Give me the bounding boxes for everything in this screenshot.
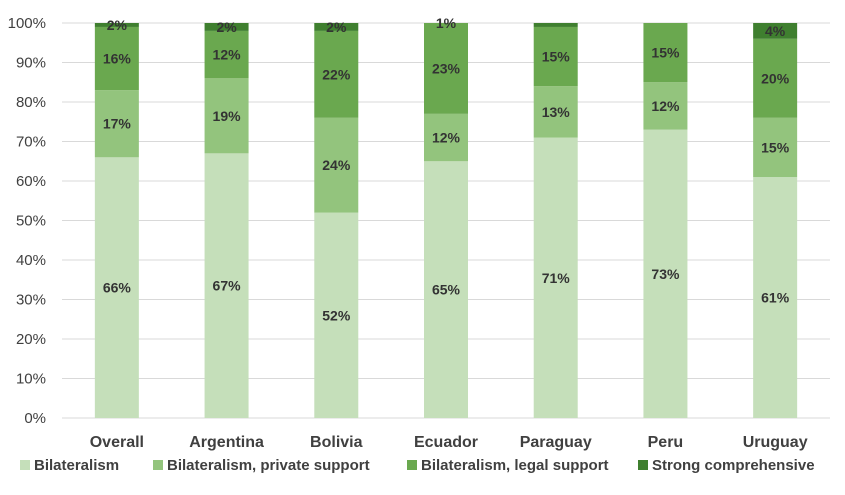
bar-segment [643,82,688,130]
bar-segment [94,23,139,27]
data-label: 67% [213,278,242,294]
legend-swatch [407,460,417,470]
legend-swatch [153,460,163,470]
data-label: 13% [542,104,571,120]
y-tick-label: 80% [16,94,46,111]
bar-segment [314,117,359,213]
data-label: 71% [542,270,571,286]
data-label: 52% [322,307,351,323]
data-label: 20% [761,70,790,86]
bar-segment [753,177,798,418]
x-tick-label: Overall [90,434,144,451]
legend-label: Bilateralism [34,457,119,474]
data-label: 61% [761,290,790,306]
legend-item: Bilateralism, legal support [407,457,609,474]
data-label: 24% [322,157,351,173]
bar-segment [424,23,468,114]
data-label: 22% [322,66,351,82]
bar-segment [424,161,468,418]
y-tick-label: 10% [16,371,46,388]
y-tick-label: 0% [24,410,46,427]
data-label: 2% [326,19,347,35]
data-label: 23% [432,60,461,76]
x-tick-label: Ecuador [414,434,478,451]
data-label: 15% [651,45,680,61]
bar-segment [204,30,249,79]
bar-segment [204,78,249,154]
legend-label: Bilateralism, private support [167,457,370,474]
data-label: 15% [542,49,571,65]
data-label: 12% [432,130,461,146]
bar-segment [533,137,578,419]
x-tick-label: Paraguay [520,434,592,451]
bar-segment [204,23,249,31]
bar-stack: 73% 12% 15% [643,23,688,418]
bar-segment [533,23,578,27]
bar-segment [204,153,249,418]
legend-label: Bilateralism, legal support [421,457,609,474]
bar-segment [533,86,578,138]
data-label: 66% [103,280,132,296]
x-tick-label: Peru [648,434,684,451]
legend-item: Strong comprehensive [638,457,815,474]
bar-stack: 71% 13% 15% [533,23,578,419]
legend-label: Strong comprehensive [652,457,815,474]
bar-segment [314,212,359,418]
legend-item: Bilateralism, private support [153,457,370,474]
bar-segment [643,129,688,418]
bar-segment [314,23,359,31]
x-tick-label: Argentina [189,434,264,451]
y-tick-label: 70% [16,134,46,151]
bar-segment [314,30,359,118]
bar-stack: 61% 15% 20% 4% [753,23,798,418]
y-tick-label: 20% [16,331,46,348]
bar-stack: 65% 12% 23% 1% [424,15,468,418]
bar-segment [753,23,798,39]
legend-swatch [638,460,648,470]
bar-segment [753,117,798,178]
data-label: 65% [432,282,461,298]
bar-segment [94,26,139,91]
data-label: 12% [213,47,242,63]
bar-stack: 52% 24% 22% 2% [314,19,359,418]
bar-segment [753,38,798,118]
data-label: 17% [103,116,132,132]
data-label: 1% [436,15,457,31]
legend: Bilateralism Bilateralism, private suppor… [20,457,815,474]
data-label: 4% [765,23,786,39]
legend-item: Bilateralism [20,457,119,474]
bar-segment [643,23,688,83]
y-tick-label: 100% [8,15,46,32]
bar-segment [94,90,139,158]
data-label: 15% [761,139,790,155]
data-label: 73% [651,266,680,282]
bars: 66% 17% 16% 2% 67% 19% 12% 2% 52% 24% 22% 2% 65% 12% 2… [94,15,798,419]
data-label: 12% [651,98,680,114]
x-tick-label: Uruguay [743,434,808,451]
data-label: 19% [213,108,242,124]
data-label: 16% [103,51,132,67]
bar-segment [533,26,578,87]
legend-swatch [20,460,30,470]
data-label: 2% [216,19,237,35]
y-tick-label: 90% [16,55,46,72]
y-tick-label: 30% [16,292,46,309]
bar-segment [94,157,139,419]
x-axis: Overall Argentina Bolivia Ecuador Paraguay Pe… [90,434,808,451]
x-tick-label: Bolivia [310,434,363,451]
y-tick-label: 60% [16,173,46,190]
y-tick-label: 40% [16,252,46,269]
y-axis: 0% 10% 20% 30% 40% 50% 60% 70% 80% 90% 100% [8,15,46,427]
bar-stack: 66% 17% 16% 2% [94,17,139,419]
bar-segment [424,113,468,162]
data-label: 2% [107,17,128,33]
bar-stack: 67% 19% 12% 2% [204,19,249,418]
y-tick-label: 50% [16,213,46,230]
